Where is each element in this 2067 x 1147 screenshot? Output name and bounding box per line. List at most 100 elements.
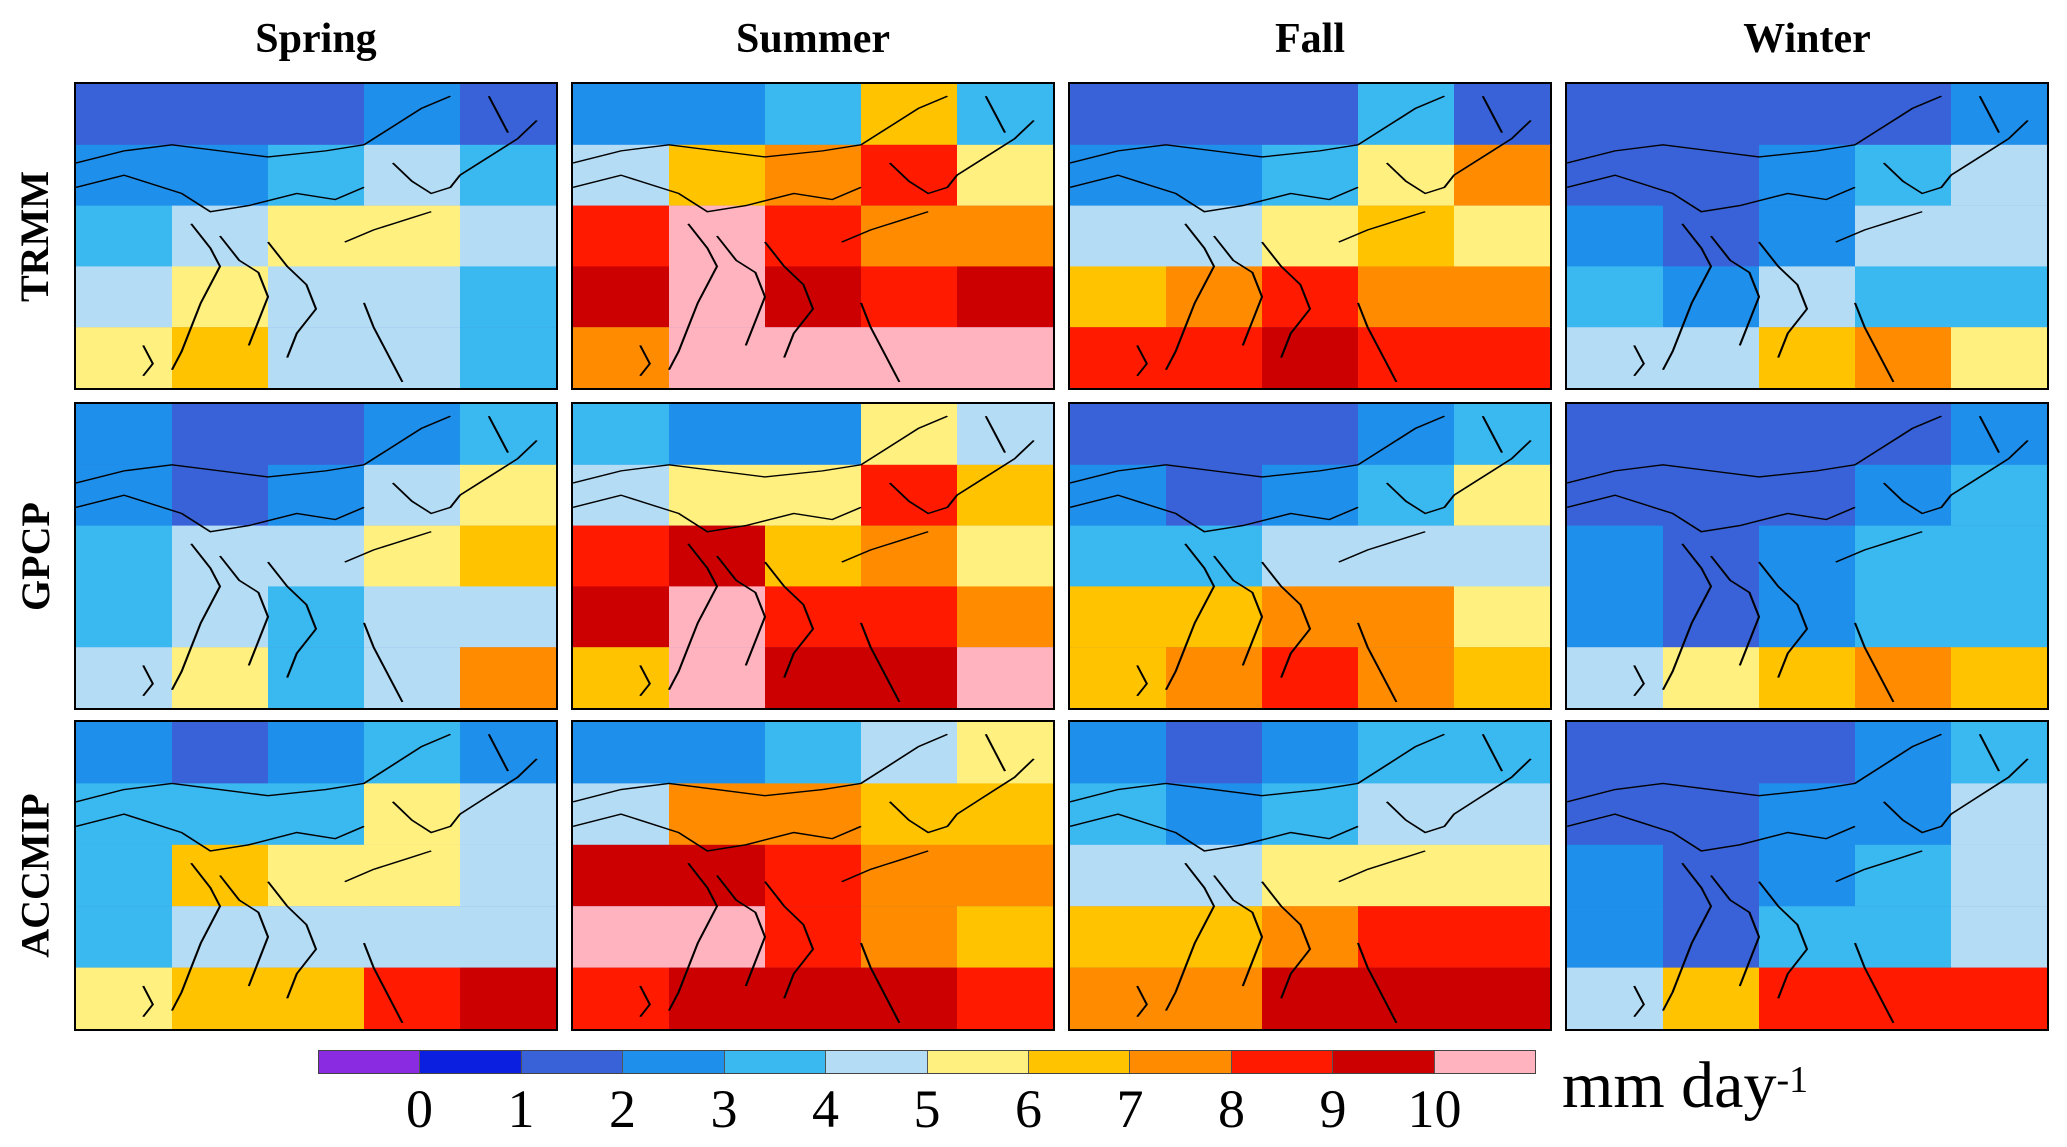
heat-cell [1663, 967, 1760, 1029]
heat-cell [460, 404, 556, 465]
precip-map-accmip-fall [1070, 722, 1550, 1029]
heat-cell [1262, 525, 1359, 587]
row-label-trmm-text: TRMM [12, 170, 58, 302]
land-outline [1567, 813, 1856, 852]
coastline [1070, 733, 1532, 1024]
heat-cell [669, 906, 766, 968]
colorbar-tick-label: 9 [1319, 1079, 1347, 1139]
units-exponent: -1 [1776, 1059, 1809, 1101]
heat-cell [1567, 266, 1664, 328]
heat-cell [172, 906, 269, 968]
heat-cell [1663, 586, 1760, 648]
heat-cell [765, 404, 862, 465]
heat-cell [1855, 205, 1952, 267]
heat-cell [1070, 266, 1167, 328]
heat-cell [172, 404, 269, 465]
coastline [1567, 415, 2029, 703]
heat-cell [1567, 327, 1664, 388]
heat-cell [957, 844, 1053, 907]
coastline [573, 733, 1035, 1024]
heat-cell [1454, 647, 1550, 708]
coastline [1070, 95, 1532, 383]
heat-cell [76, 205, 173, 267]
heat-cell [1166, 906, 1263, 968]
heat-cell [1951, 906, 2047, 968]
heat-cell [76, 404, 173, 465]
heat-cell [1663, 404, 1760, 465]
heat-cell [268, 647, 365, 708]
heat-cell [957, 205, 1053, 267]
heat-cell [1358, 144, 1455, 206]
heat-cell [1855, 525, 1952, 587]
heat-cell [460, 327, 556, 388]
precip-map-gpcp-winter [1567, 404, 2047, 708]
heat-cell [268, 844, 365, 907]
heat-cell [669, 722, 766, 784]
colorbar-segment [1130, 1051, 1232, 1073]
heat-cell [765, 84, 862, 145]
heat-cell [1855, 266, 1952, 328]
heat-cell [1070, 327, 1167, 388]
heat-cell [1663, 647, 1760, 708]
heat-cell [268, 404, 365, 465]
colorbar-segment [826, 1051, 928, 1073]
land-outline [573, 813, 862, 852]
heat-cell [460, 464, 556, 526]
heat-cell [1454, 144, 1550, 206]
heat-cell [364, 783, 461, 845]
colorbar-segment [1028, 1051, 1131, 1073]
heat-cell [364, 464, 461, 526]
heat-cell [765, 266, 862, 328]
heat-cell [1855, 844, 1952, 907]
colorbar-tick-label: 5 [913, 1079, 941, 1139]
heat-cell [1759, 586, 1856, 648]
heat-cell [1262, 722, 1359, 784]
heat-cell [1759, 205, 1856, 267]
heat-cell [268, 586, 365, 648]
heat-cell [1951, 266, 2047, 328]
heat-cell [1759, 844, 1856, 907]
heat-cell [1951, 967, 2047, 1029]
heat-cell [364, 525, 461, 587]
heat-cell [861, 205, 958, 267]
heat-cell [364, 266, 461, 328]
heat-cell [1454, 586, 1550, 648]
heat-cell [364, 205, 461, 267]
heat-cell [957, 586, 1053, 648]
heat-cell [1951, 647, 2047, 708]
column-title-fall: Fall [1275, 16, 1345, 62]
colorbar-segment [1333, 1051, 1435, 1073]
heat-cell [1951, 783, 2047, 845]
heat-cell [1759, 266, 1856, 328]
heat-cell [1951, 586, 2047, 648]
heat-cell [1567, 844, 1664, 907]
land-outline [76, 813, 365, 852]
heat-cell [1358, 464, 1455, 526]
heat-cell [76, 722, 173, 784]
heat-cell [460, 967, 556, 1029]
heat-cell [669, 967, 766, 1029]
heat-cell [1166, 84, 1263, 145]
heat-cell [1262, 906, 1359, 968]
map-panel-gpcp-spring [74, 402, 558, 710]
colorbar [318, 1050, 1536, 1074]
heat-cell [460, 525, 556, 587]
land-outline [573, 174, 862, 213]
heat-cell [573, 844, 670, 907]
heat-cell [460, 783, 556, 845]
land-outline [1567, 174, 1856, 213]
heat-cell [957, 783, 1053, 845]
heat-cell [1070, 205, 1167, 267]
heat-cell [1262, 586, 1359, 648]
heat-cell [1262, 967, 1359, 1029]
precip-map-gpcp-spring [76, 404, 556, 708]
heat-cell [364, 586, 461, 648]
coastline [573, 95, 1035, 383]
heat-cell [1951, 525, 2047, 587]
heat-cell [1358, 525, 1455, 587]
heat-cell [1855, 906, 1952, 968]
column-title-winter: Winter [1743, 16, 1871, 62]
heat-cell [669, 266, 766, 328]
precip-map-accmip-spring [76, 722, 556, 1029]
coastline [76, 95, 538, 383]
